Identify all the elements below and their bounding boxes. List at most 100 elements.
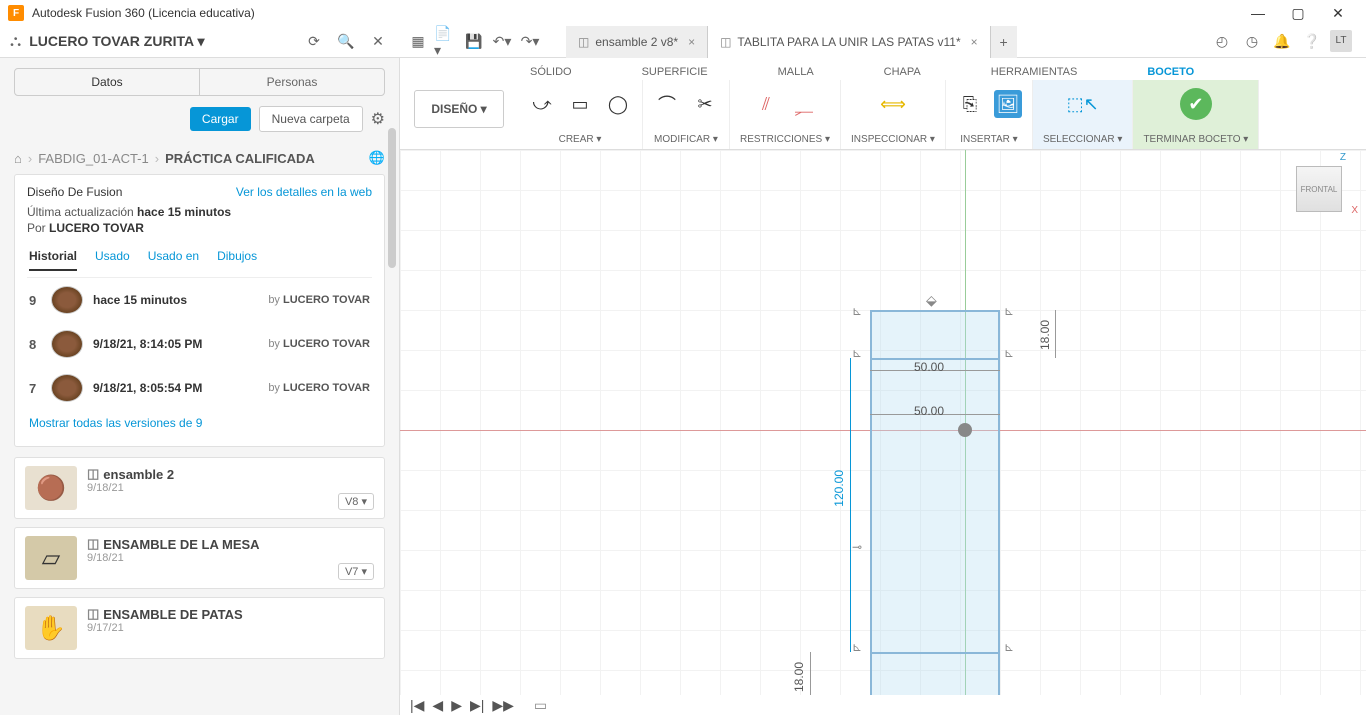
close-panel-icon[interactable]: ✕ xyxy=(366,30,390,54)
history-item[interactable]: 8 9/18/21, 8:14:05 PM by LUCERO TOVAR xyxy=(27,322,372,366)
user-name[interactable]: LUCERO TOVAR ZURITA ▾ xyxy=(29,33,294,50)
view-web-link[interactable]: Ver los detalles en la web xyxy=(236,185,372,199)
file-tabs: ◫ ensamble 2 v8* × ◫ TABLITA PARA LA UNI… xyxy=(566,26,1198,58)
scrollbar-thumb[interactable] xyxy=(388,128,396,268)
tab-usado-en[interactable]: Usado en xyxy=(148,249,199,271)
vertical-constraint-icon[interactable]: ⸐ xyxy=(790,90,818,118)
fillet-tool-icon[interactable]: ⌒ xyxy=(653,90,681,118)
project-card[interactable]: ▱ ◫ENSAMBLE DE LA MESA 9/18/21 V7 ▾ xyxy=(14,527,385,589)
project-thumb: ▱ xyxy=(25,536,77,580)
insert-image-icon[interactable]: 🖼 xyxy=(994,90,1022,118)
version-selector[interactable]: V7 ▾ xyxy=(338,563,374,580)
new-folder-button[interactable]: Nueva carpeta xyxy=(259,106,363,132)
timeline-play-icon[interactable]: ▶ xyxy=(451,697,462,714)
viewcube-face[interactable]: FRONTAL xyxy=(1296,166,1342,212)
finish-sketch-icon[interactable]: ✔ xyxy=(1180,88,1212,120)
version-thumb xyxy=(51,330,83,358)
version-selector[interactable]: V8 ▾ xyxy=(338,493,374,510)
show-all-versions[interactable]: Mostrar todas las versiones de 9 xyxy=(27,410,372,436)
viewcube[interactable]: Z FRONTAL X xyxy=(1292,158,1348,214)
home-icon[interactable]: ⌂ xyxy=(14,151,22,166)
load-button[interactable]: Cargar xyxy=(190,107,251,131)
dimension-120[interactable]: 120.00 xyxy=(832,470,846,507)
tab-herramientas[interactable]: HERRAMIENTAS xyxy=(991,64,1078,80)
tab-usado[interactable]: Usado xyxy=(95,249,130,271)
notifications-icon[interactable]: 🔔 xyxy=(1270,30,1294,54)
timeline-next-icon[interactable]: ▶| xyxy=(470,697,484,714)
app-title: Autodesk Fusion 360 (Licencia educativa) xyxy=(32,6,1238,20)
select-tool-icon[interactable]: ⬚↖ xyxy=(1069,90,1097,118)
tab-superficie[interactable]: SUPERFICIE xyxy=(642,64,708,80)
history-item[interactable]: 7 9/18/21, 8:05:54 PM by LUCERO TOVAR xyxy=(27,366,372,410)
tab-boceto[interactable]: BOCETO xyxy=(1147,64,1194,80)
tab-dibujos[interactable]: Dibujos xyxy=(217,249,257,271)
project-card[interactable]: 🟤 ◫ensamble 2 9/18/21 V8 ▾ xyxy=(14,457,385,519)
window-maximize[interactable]: ▢ xyxy=(1278,0,1318,26)
trim-tool-icon[interactable]: ✂ xyxy=(691,90,719,118)
axis-x-label: X xyxy=(1351,205,1358,216)
viewport[interactable]: 120.00 18.00 18.00 50.00 50.00 50.00 ⊾ ⊾… xyxy=(400,150,1366,695)
workspace-selector[interactable]: DISEÑO ▾ xyxy=(414,90,504,128)
window-minimize[interactable]: — xyxy=(1238,0,1278,26)
line-tool-icon[interactable]: ⤻ xyxy=(528,90,556,118)
timeline-start-icon[interactable]: |◀ xyxy=(410,697,424,714)
file-tab-label: ensamble 2 v8* xyxy=(595,35,678,49)
new-tab-button[interactable]: + xyxy=(991,26,1017,58)
version-author: by LUCERO TOVAR xyxy=(268,294,370,306)
perpendicular-icon: ⊾ xyxy=(852,640,866,654)
perpendicular-icon: ⊾ xyxy=(1004,304,1018,318)
measure-tool-icon[interactable]: ⟺ xyxy=(879,90,907,118)
breadcrumb: ⌂ › FABDIG_01-ACT-1 › PRÁCTICA CALIFICAD… xyxy=(0,142,399,174)
dim-line xyxy=(810,652,811,695)
dimension-18[interactable]: 18.00 xyxy=(792,662,806,692)
timeline-prev-icon[interactable]: ◀ xyxy=(432,697,443,714)
ribbon-label: INSPECCIONAR ▾ xyxy=(851,134,935,145)
tab-personas[interactable]: Personas xyxy=(200,69,384,95)
insert-derive-icon[interactable]: ⎘ xyxy=(956,90,984,118)
project-card[interactable]: ✋ ◫ENSAMBLE DE PATAS 9/17/21 xyxy=(14,597,385,659)
perpendicular-icon: ⊾ xyxy=(1004,346,1018,360)
timeline-feature-icon[interactable]: ▭ xyxy=(534,697,547,714)
history-item[interactable]: 9 hace 15 minutos by LUCERO TOVAR xyxy=(27,278,372,322)
settings-icon[interactable]: ⚙ xyxy=(371,109,385,129)
file-tab-0[interactable]: ◫ ensamble 2 v8* × xyxy=(566,26,708,58)
sketch-line[interactable] xyxy=(870,652,1000,654)
refresh-icon[interactable]: ⟳ xyxy=(302,30,326,54)
version-number: 9 xyxy=(29,293,41,308)
tab-chapa[interactable]: CHAPA xyxy=(884,64,921,80)
file-menu-icon[interactable]: 📄▾ xyxy=(434,30,458,54)
search-icon[interactable]: 🔍 xyxy=(334,30,358,54)
dimension-50[interactable]: 50.00 xyxy=(914,360,944,374)
breadcrumb-folder[interactable]: FABDIG_01-ACT-1 xyxy=(38,151,149,166)
close-tab-icon[interactable]: × xyxy=(971,35,978,49)
canvas-area: SÓLIDO SUPERFICIE MALLA CHAPA HERRAMIENT… xyxy=(400,58,1366,715)
redo-icon[interactable]: ↷▾ xyxy=(518,30,542,54)
user-avatar[interactable]: LT xyxy=(1330,30,1352,52)
tab-datos[interactable]: Datos xyxy=(15,69,200,95)
help-icon[interactable]: ❔ xyxy=(1300,30,1324,54)
version-time: 9/18/21, 8:05:54 PM xyxy=(93,381,258,395)
tab-malla[interactable]: MALLA xyxy=(778,64,814,80)
grid-apps-icon[interactable]: ▦ xyxy=(406,30,430,54)
jobs-icon[interactable]: ◷ xyxy=(1240,30,1264,54)
dimension-18[interactable]: 18.00 xyxy=(1038,320,1052,350)
ribbon-group-seleccionar: ⬚↖ SELECCIONAR ▾ xyxy=(1033,80,1133,149)
sketch-origin xyxy=(958,423,972,437)
file-tab-1[interactable]: ◫ TABLITA PARA LA UNIR LAS PATAS v11* × xyxy=(708,26,991,58)
undo-icon[interactable]: ↶▾ xyxy=(490,30,514,54)
close-tab-icon[interactable]: × xyxy=(688,35,695,49)
rectangle-tool-icon[interactable]: ▭ xyxy=(566,90,594,118)
ribbon-group-terminar: ✔ TERMINAR BOCETO ▾ xyxy=(1133,80,1259,149)
ribbon-label: TERMINAR BOCETO ▾ xyxy=(1143,134,1248,145)
tab-solido[interactable]: SÓLIDO xyxy=(530,64,572,80)
window-close[interactable]: ✕ xyxy=(1318,0,1358,26)
timeline-end-icon[interactable]: ▶▶ xyxy=(492,697,514,714)
tab-historial[interactable]: Historial xyxy=(29,249,77,271)
extensions-icon[interactable]: ◴ xyxy=(1210,30,1234,54)
dim-line xyxy=(1055,310,1056,358)
dimension-50[interactable]: 50.00 xyxy=(914,404,944,418)
web-icon[interactable]: 🌐 xyxy=(369,150,385,166)
save-icon[interactable]: 💾 xyxy=(462,30,486,54)
horizontal-constraint-icon[interactable]: ⫽ xyxy=(752,90,780,118)
circle-tool-icon[interactable]: ◯ xyxy=(604,90,632,118)
